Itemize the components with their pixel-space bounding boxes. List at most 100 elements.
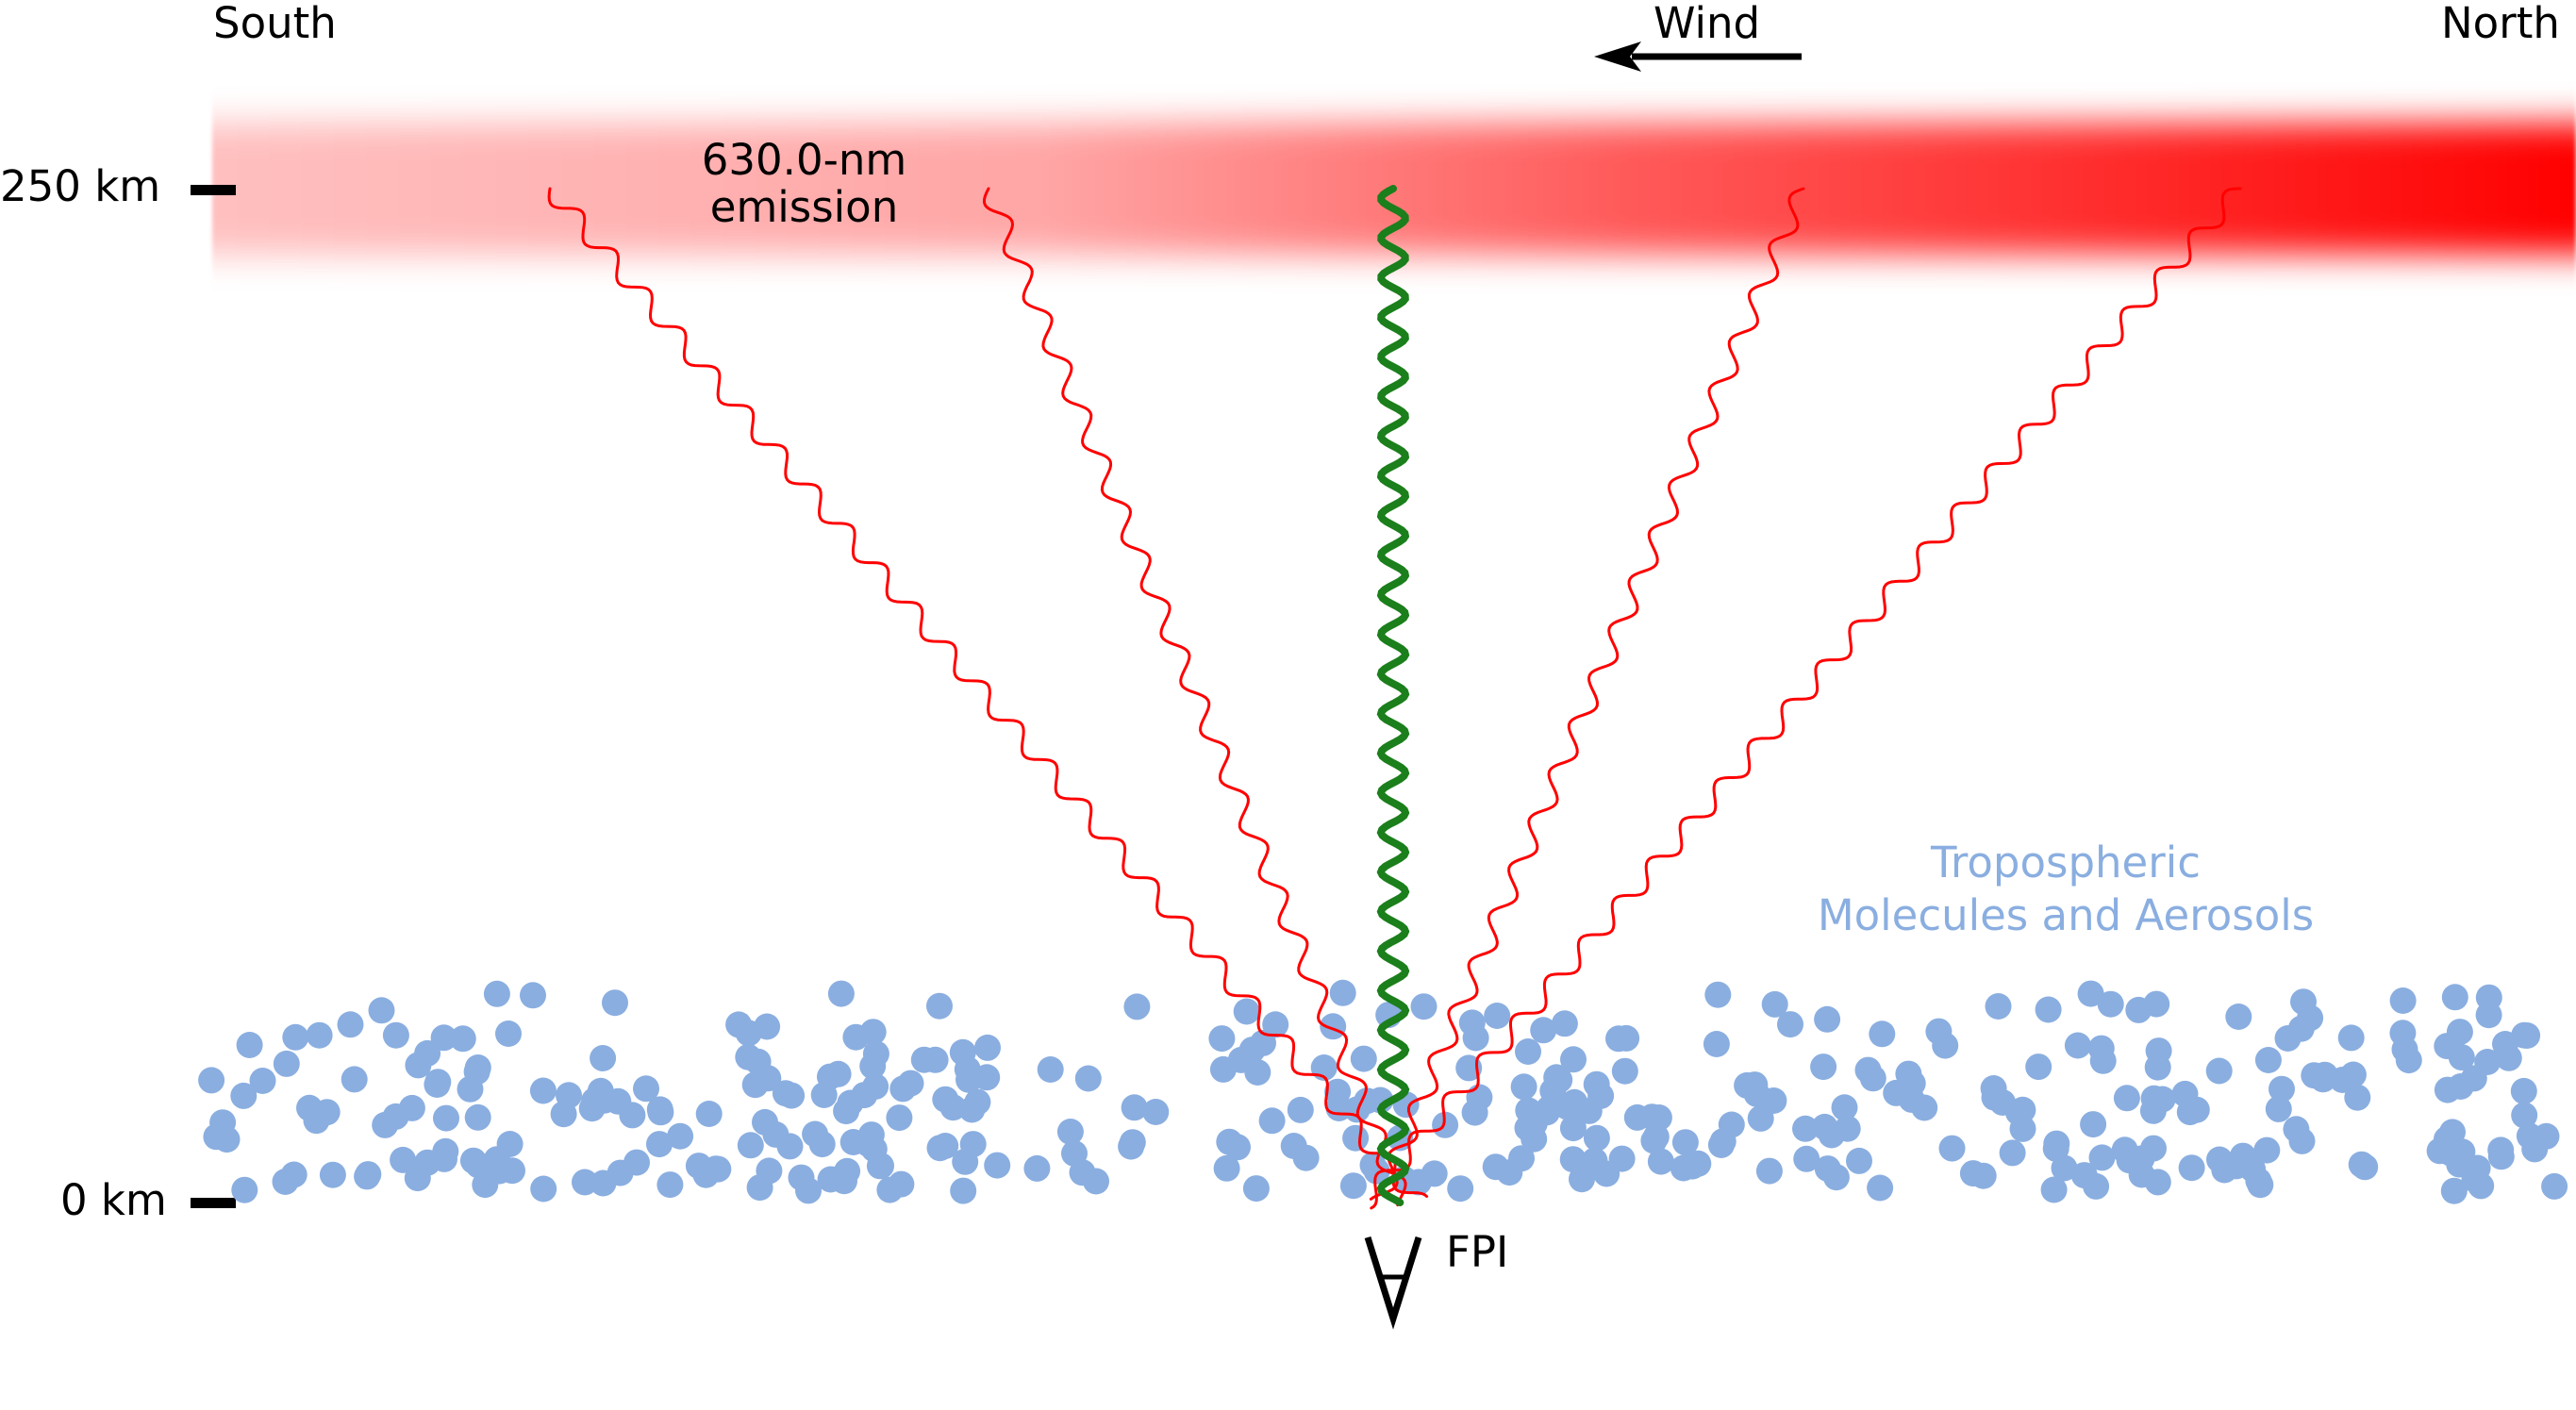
aerosol-dot [1761, 990, 1788, 1018]
aerosol-dot [888, 1170, 915, 1198]
aerosol-dot [1560, 1046, 1587, 1073]
aerosol-dot [2025, 1053, 2052, 1081]
aerosol-dot [1898, 1086, 1925, 1113]
aerosol-dot [2070, 1162, 2098, 1189]
aerosol-dot [695, 1101, 723, 1127]
aerosol-dot [1056, 1119, 1084, 1145]
aerosol-dot [337, 1011, 364, 1038]
aerosol-dot [2035, 996, 2062, 1023]
aerosol-dot [1846, 1147, 1872, 1174]
aerosol-dot [2088, 1144, 2116, 1171]
aerosol-dot [319, 1161, 346, 1188]
aerosol-dot [1536, 1095, 1563, 1122]
altitude-tick-0 [191, 1198, 236, 1208]
aerosol-dot [1867, 1174, 1894, 1202]
aerosol-dot [1339, 1172, 1367, 1200]
aerosol-dot [646, 1131, 673, 1158]
ray-north-near [1369, 187, 1805, 1201]
aerosol-dot [464, 1103, 491, 1131]
aerosol-dot [282, 1023, 309, 1051]
aerosol-dot [2495, 1044, 2522, 1071]
aerosol-dot [1869, 1020, 1896, 1048]
aerosol-dot [230, 1082, 258, 1109]
aerosol-dot [889, 1075, 917, 1103]
aerosol-dot [1421, 1160, 1448, 1187]
aerosol-dot [2511, 1102, 2538, 1129]
aerosol-dot [2541, 1172, 2568, 1200]
aerosol-dot [656, 1171, 684, 1199]
aerosol-particles [198, 979, 2568, 1204]
aerosol-dot [529, 1077, 557, 1104]
aerosol-dot [2511, 1021, 2538, 1049]
aerosol-dot [572, 1169, 598, 1196]
aerosol-dot [974, 1034, 1001, 1061]
aerosol-dot [1583, 1124, 1610, 1152]
aerosol-dot [2440, 1177, 2468, 1204]
aerosol-dot [1023, 1154, 1051, 1182]
aerosol-dot [952, 1148, 979, 1175]
aerosol-dot [1980, 1075, 2007, 1102]
aerosol-dot [2274, 1025, 2302, 1052]
aerosol-dot [862, 1040, 889, 1068]
aerosol-dot [1559, 1146, 1587, 1173]
ray-south-far [547, 187, 1429, 1198]
aerosol-dot [2229, 1142, 2256, 1169]
aerosol-dot [2111, 1136, 2138, 1164]
emission-label: 630.0-nm emission [689, 137, 920, 230]
aerosol-dot [495, 1020, 522, 1047]
aerosol-dot [2113, 1085, 2140, 1112]
aerosol-dot [2441, 984, 2468, 1011]
aerosol-dot [1354, 1087, 1381, 1115]
ray-south-near [983, 187, 1407, 1207]
aerosol-dot [831, 1168, 857, 1195]
aerosol-dot [788, 1164, 815, 1191]
aerosol-dot [1224, 1134, 1251, 1161]
aerosol-dot [860, 1136, 888, 1163]
aerosol-dot [1329, 979, 1356, 1006]
aerosol-dot [1083, 1168, 1109, 1195]
aerosol-dot [1410, 993, 1438, 1020]
aerosol-dot [932, 1133, 959, 1159]
aerosol-dot [1638, 1103, 1666, 1131]
aerosol-dot [2337, 1024, 2365, 1052]
aerosol-dot [431, 1145, 457, 1172]
aerosol-dot [1496, 1159, 1523, 1186]
aerosol-dot [2426, 1137, 2453, 1165]
emission-label-line1: 630.0-nm [701, 135, 907, 185]
aerosol-dot [2139, 1097, 2167, 1124]
aerosol-dot [752, 1108, 778, 1136]
aerosol-dot [1810, 1053, 1837, 1081]
aerosol-dot [1074, 1065, 1102, 1092]
aerosol-dot [2206, 1146, 2233, 1173]
aerosol-dot [2352, 1153, 2379, 1181]
ray-zenith [1376, 185, 1410, 1206]
aerosol-dot [667, 1122, 694, 1150]
aerosol-dot [932, 1086, 959, 1113]
aerosol-dot [404, 1165, 431, 1192]
altitude-tick-250 [191, 185, 236, 195]
telescope-icon [1364, 1236, 1422, 1330]
aerosol-dot [1741, 1071, 1769, 1099]
aerosol-dot [483, 980, 510, 1007]
aerosol-dot [1530, 1017, 1557, 1044]
aerosol-dot [430, 1024, 457, 1052]
aerosol-dot [1208, 1025, 1236, 1053]
aerosol-dot [2344, 1084, 2371, 1111]
aerosol-dot [1559, 1115, 1587, 1142]
aerosol-dot [280, 1161, 307, 1188]
aerosol-dot [802, 1120, 829, 1148]
aerosol-dot [1258, 1107, 1286, 1135]
aerosol-dot [2510, 1077, 2537, 1104]
aerosol-dot [2051, 1154, 2078, 1182]
aerosol-dot [273, 1050, 300, 1077]
aerosol-dot [2464, 1154, 2491, 1182]
aerosol-dot [2269, 1075, 2295, 1103]
aerosol-dot [424, 1071, 451, 1098]
aerosol-dot [1932, 1032, 1959, 1059]
aerosol-dot [2097, 990, 2124, 1018]
aerosol-dot [556, 1082, 582, 1109]
aerosol-dot [2283, 1116, 2310, 1143]
aerosol-dot [1037, 1056, 1064, 1083]
aerosol-dot [746, 1174, 773, 1202]
